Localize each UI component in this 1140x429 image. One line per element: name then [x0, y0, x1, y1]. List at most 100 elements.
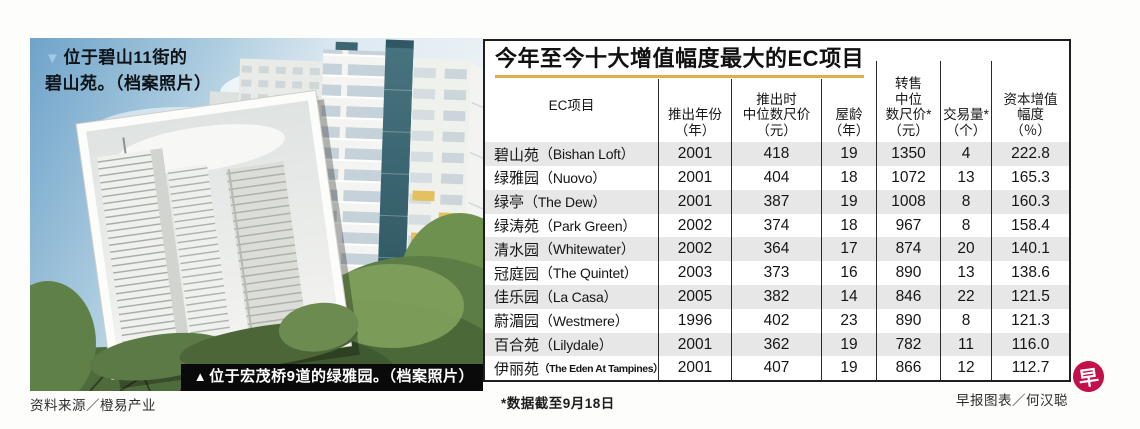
- cell-volume: 4: [940, 142, 991, 167]
- cell-gain: 158.4: [991, 213, 1069, 238]
- cell-age: 19: [821, 332, 876, 357]
- cell-launch-psf: 362: [731, 332, 821, 357]
- photo-caption-top: ▼ 位于碧山11街的 碧山苑。（档案照片）: [45, 45, 212, 96]
- table-row: 伊丽苑 （The Eden At Tampines） 2001 407 19 86…: [485, 356, 1069, 381]
- cell-resale-psf: 782: [876, 332, 940, 357]
- col-header-launch-year: 推出年份 （年）: [658, 79, 731, 143]
- zaobao-logo-icon: 早: [1070, 358, 1107, 395]
- cell-gain: 138.6: [991, 261, 1069, 286]
- down-triangle-icon: ▼: [45, 50, 61, 67]
- cell-launch-psf: 374: [731, 213, 821, 238]
- photo-caption-bottom: ▲ 位于宏茂桥9道的绿雅园。（档案照片）: [180, 364, 483, 391]
- cell-launch-psf: 418: [731, 142, 821, 167]
- col-header-launch-psf: 推出时 中位数尺价 （元）: [731, 79, 821, 143]
- cell-launch-year: 2003: [658, 261, 731, 286]
- cell-resale-psf: 1008: [876, 189, 940, 214]
- cell-project: 百合苑 （Lilydale）: [494, 336, 613, 355]
- cell-volume: 20: [940, 237, 991, 262]
- cell-resale-psf: 890: [876, 308, 940, 333]
- cell-resale-psf: 846: [876, 285, 940, 309]
- cell-gain: 160.3: [991, 189, 1069, 214]
- photo-collage: ▼ 位于碧山11街的 碧山苑。（档案照片） ▲ 位于宏茂桥9道的绿雅园。（档案照片）: [30, 38, 483, 391]
- cell-launch-year: 2001: [658, 332, 731, 357]
- cell-volume: 8: [940, 308, 991, 333]
- cell-launch-year: 2001: [658, 142, 731, 167]
- table-row: 绿涛苑 （Park Green） 2002 374 18 967 8 158.4: [485, 213, 1069, 238]
- cell-age: 19: [821, 189, 876, 214]
- cell-volume: 8: [940, 213, 991, 238]
- cell-resale-psf: 866: [876, 356, 940, 381]
- caption-bottom-text: 位于宏茂桥9道的绿雅园。（档案照片）: [209, 368, 474, 385]
- cell-project: 绿亭 （The Dew）: [494, 193, 607, 212]
- table-row: 绿亭 （The Dew） 2001 387 19 1008 8 160.3: [485, 189, 1069, 214]
- photo-illustration: [30, 38, 483, 391]
- cell-project: 绿涛苑 （Park Green）: [494, 217, 637, 236]
- cell-age: 16: [821, 261, 876, 286]
- table-row: 绿雅园 （Nuovo） 2001 404 18 1072 13 165.3: [485, 166, 1069, 190]
- table-title: 今年至今十大增值幅度最大的EC项目: [495, 46, 865, 79]
- caption-top-line2: 碧山苑。（档案照片）: [45, 73, 212, 93]
- cell-age: 18: [821, 213, 876, 238]
- col-header-volume: 交易量* （个）: [940, 61, 991, 143]
- cell-gain: 165.3: [991, 166, 1069, 190]
- table-row: 百合苑 （Lilydale） 2001 362 19 782 11 116.0: [485, 332, 1069, 357]
- cell-volume: 13: [940, 261, 991, 286]
- caption-top-line1: 位于碧山11街的: [63, 48, 188, 67]
- cell-volume: 22: [940, 285, 991, 309]
- cell-gain: 121.3: [991, 308, 1069, 333]
- cell-launch-year: 2002: [658, 213, 731, 238]
- source-credit: 资料来源／橙易产业: [30, 398, 156, 413]
- col-header-age: 屋龄 （年）: [821, 79, 876, 143]
- cell-resale-psf: 967: [876, 213, 940, 238]
- cell-resale-psf: 1072: [876, 166, 940, 190]
- cell-volume: 8: [940, 189, 991, 214]
- chart-credit: 早报图表／何汉聪: [956, 393, 1068, 408]
- cell-project: 碧山苑 （Bishan Loft）: [494, 146, 635, 164]
- cell-gain: 116.0: [991, 332, 1069, 357]
- cell-age: 14: [821, 285, 876, 309]
- cell-project: 蔚湄园 （Westmere）: [494, 312, 629, 331]
- cell-launch-psf: 387: [731, 189, 821, 214]
- cell-project: 绿雅园 （Nuovo）: [494, 169, 607, 188]
- cell-age: 19: [821, 142, 876, 167]
- cell-age: 23: [821, 308, 876, 333]
- cell-gain: 112.7: [991, 356, 1069, 381]
- cell-age: 17: [821, 237, 876, 262]
- cell-launch-psf: 402: [731, 308, 821, 333]
- cell-launch-psf: 373: [731, 261, 821, 286]
- col-header-resale-psf: 转售 中位 数尺价* （元）: [876, 61, 940, 143]
- cell-launch-year: 2005: [658, 285, 731, 309]
- cell-launch-year: 2001: [658, 189, 731, 214]
- cell-launch-year: 2001: [658, 356, 731, 381]
- cell-age: 19: [821, 356, 876, 381]
- cell-gain: 222.8: [991, 142, 1069, 167]
- cell-project: 清水园 （Whitewater）: [494, 241, 635, 259]
- cell-gain: 140.1: [991, 237, 1069, 262]
- cell-resale-psf: 890: [876, 261, 940, 286]
- table-row: 冠庭园 （The Quintet） 2003 373 16 890 13 138.…: [485, 261, 1069, 286]
- table-row: 蔚湄园 （Westmere） 1996 402 23 890 8 121.3: [485, 308, 1069, 333]
- col-header-gain: 资本增值 幅度 （％）: [991, 61, 1069, 143]
- cell-launch-psf: 407: [731, 356, 821, 381]
- cell-resale-psf: 1350: [876, 142, 940, 167]
- cell-launch-psf: 404: [731, 166, 821, 190]
- table-row: 清水园 （Whitewater） 2002 364 17 874 20 140.1: [485, 237, 1069, 262]
- table-row: 佳乐园 （La Casa） 2005 382 14 846 22 121.5: [485, 285, 1069, 309]
- cell-launch-year: 2001: [658, 166, 731, 190]
- ec-table-panel: 今年至今十大增值幅度最大的EC项目 EC项目 推出年份 （年） 推出时 中位数尺…: [483, 39, 1071, 382]
- table-header: EC项目 推出年份 （年） 推出时 中位数尺价 （元） 屋龄 （年） 转售 中位…: [485, 61, 1069, 143]
- cell-launch-psf: 364: [731, 237, 821, 262]
- table-row: 碧山苑 （Bishan Loft） 2001 418 19 1350 4 222.…: [485, 142, 1069, 167]
- data-cutoff-note: *数据截至9月18日: [501, 396, 615, 411]
- cell-gain: 121.5: [991, 285, 1069, 309]
- cell-project: 伊丽苑 （The Eden At Tampines）: [494, 360, 658, 378]
- cell-project: 佳乐园 （La Casa）: [494, 288, 618, 307]
- col-header-project: EC项目: [548, 98, 595, 114]
- cell-volume: 13: [940, 166, 991, 190]
- cell-resale-psf: 874: [876, 237, 940, 262]
- cell-volume: 11: [940, 332, 991, 357]
- cell-volume: 12: [940, 356, 991, 381]
- up-triangle-icon: ▲: [193, 369, 208, 384]
- cell-launch-psf: 382: [731, 285, 821, 309]
- cell-project: 冠庭园 （The Quintet）: [494, 265, 638, 283]
